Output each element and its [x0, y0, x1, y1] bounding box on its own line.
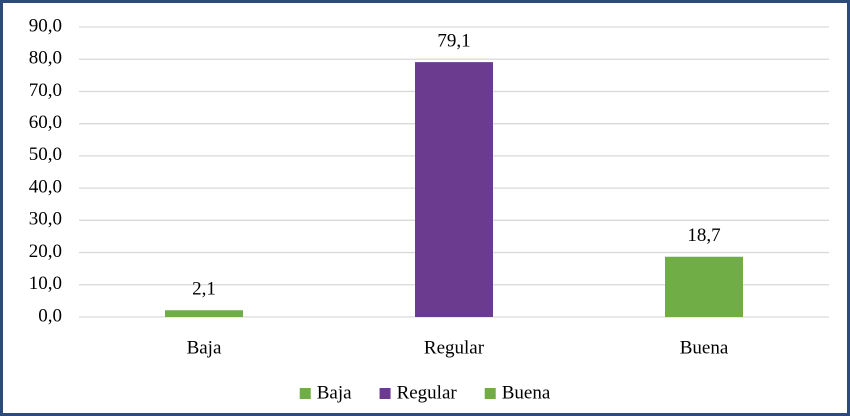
legend-swatch: [299, 388, 311, 399]
value-label: 2,1: [192, 279, 216, 300]
y-tick-label: 50,0: [29, 144, 62, 165]
x-tick-label: Baja: [187, 337, 222, 358]
y-tick-label: 20,0: [29, 241, 62, 262]
y-tick-label: 30,0: [29, 209, 62, 230]
legend-swatch: [484, 388, 496, 399]
y-tick-label: 70,0: [29, 80, 62, 101]
y-tick-label: 0,0: [38, 305, 62, 326]
legend-label: Baja: [317, 382, 352, 403]
y-tick-label: 80,0: [29, 48, 62, 69]
value-label: 79,1: [437, 30, 470, 51]
value-label: 18,7: [687, 225, 720, 246]
x-tick-label: Buena: [680, 337, 729, 358]
legend-label: Buena: [502, 382, 551, 403]
y-tick-label: 40,0: [29, 176, 62, 197]
bar: [665, 256, 743, 317]
y-tick-label: 10,0: [29, 273, 62, 294]
y-tick-label: 60,0: [29, 112, 62, 133]
legend-swatch: [379, 388, 391, 399]
legend-label: Regular: [397, 382, 458, 403]
y-tick-label: 90,0: [29, 15, 62, 36]
bar: [415, 62, 493, 317]
x-tick-label: Regular: [424, 337, 485, 358]
bar: [165, 310, 243, 317]
